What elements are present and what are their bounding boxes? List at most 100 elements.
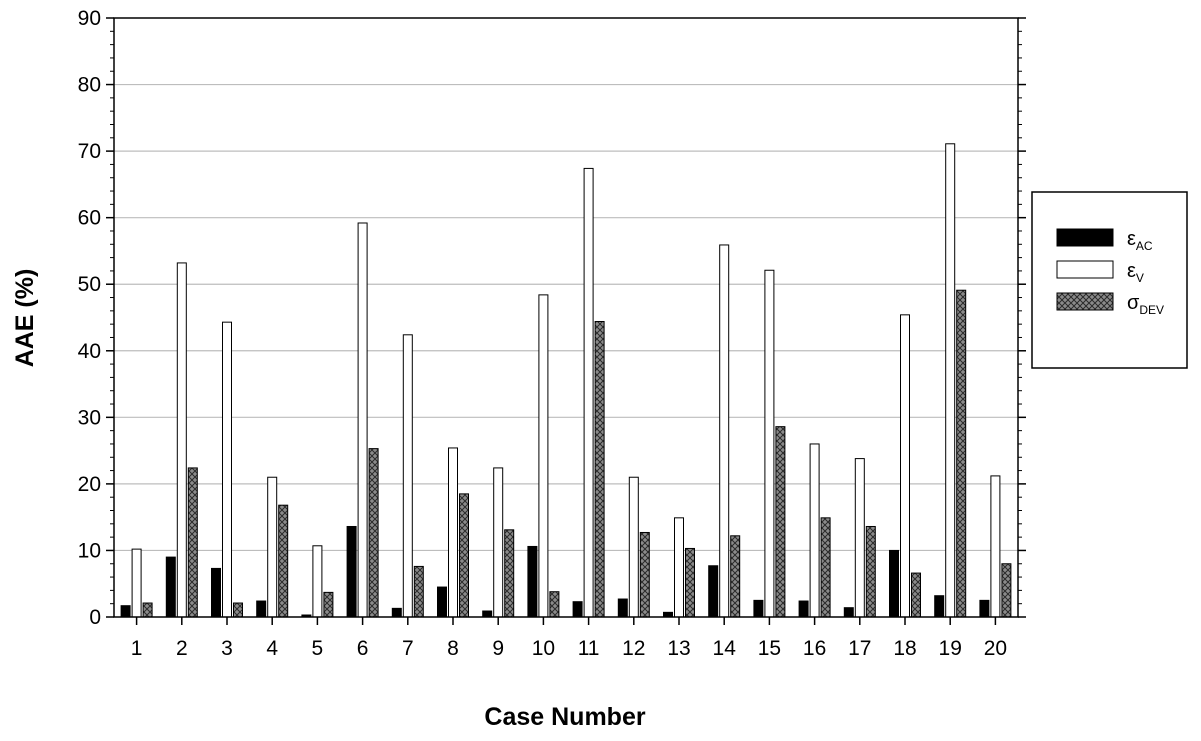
bar-solid-black-case-14	[708, 565, 719, 618]
bar-solid-black-case-8	[437, 586, 447, 618]
legend-swatch-crosshatch-gray	[1056, 292, 1114, 311]
x-tick-label: 11	[578, 637, 600, 660]
bar-solid-black-case-15	[753, 599, 764, 618]
legend-label: εV	[1127, 260, 1144, 285]
legend-symbol: ε	[1127, 260, 1136, 282]
axes	[106, 17, 1026, 625]
y-tick-label: 0	[89, 606, 101, 629]
x-tick-label: 1	[131, 637, 143, 660]
x-tick-label: 7	[402, 637, 414, 660]
y-tick-label: 30	[78, 406, 101, 429]
bar-white-case-2	[176, 262, 187, 618]
legend-box	[1031, 191, 1188, 369]
bar-white-case-1	[131, 548, 142, 618]
bar-white-case-16	[809, 443, 820, 618]
y-tick-label: 50	[78, 273, 101, 296]
bar-white-case-12	[628, 476, 639, 618]
legend-symbol: ε	[1127, 228, 1136, 250]
bar-crosshatch-gray-case-9	[504, 529, 515, 618]
bar-solid-black-case-4	[256, 600, 267, 618]
bar-crosshatch-gray-case-13	[685, 547, 695, 618]
legend-subscript: AC	[1136, 239, 1153, 253]
x-tick-label: 5	[312, 637, 324, 660]
bar-white-case-11	[583, 167, 594, 618]
x-tick-label: 6	[357, 637, 369, 660]
bar-white-case-14	[719, 244, 730, 618]
bar-white-case-8	[448, 447, 458, 618]
legend-subscript: V	[1136, 271, 1144, 285]
bar-solid-black-case-11	[572, 601, 583, 618]
x-tick-label: 15	[758, 637, 781, 660]
bars-group	[120, 143, 1012, 618]
bar-solid-black-case-17	[843, 607, 854, 618]
bar-white-case-7	[402, 334, 413, 618]
y-tick-label: 70	[78, 140, 101, 163]
x-tick-label: 10	[532, 637, 555, 660]
bar-solid-black-case-18	[889, 549, 899, 618]
x-tick-label: 8	[447, 637, 459, 660]
bar-crosshatch-gray-case-11	[594, 320, 605, 618]
bar-white-case-13	[674, 517, 684, 618]
x-tick-label: 14	[713, 637, 737, 660]
bar-solid-black-case-20	[979, 599, 990, 618]
x-tick-label: 16	[803, 637, 826, 660]
bar-solid-black-case-16	[798, 600, 809, 618]
bar-white-case-9	[493, 467, 504, 618]
bar-crosshatch-gray-case-16	[820, 517, 831, 618]
bar-solid-black-case-3	[211, 567, 221, 618]
bar-crosshatch-gray-case-3	[233, 602, 243, 618]
bar-white-case-6	[357, 222, 368, 618]
x-tick-label: 12	[622, 637, 645, 660]
bar-white-case-17	[854, 458, 865, 618]
y-tick-label: 10	[78, 539, 101, 562]
legend-subscript: DEV	[1139, 303, 1164, 317]
bar-crosshatch-gray-case-4	[278, 504, 289, 618]
bar-crosshatch-gray-case-10	[549, 591, 560, 618]
bar-crosshatch-gray-case-8	[459, 493, 469, 618]
bar-solid-black-case-2	[165, 556, 176, 618]
bar-solid-black-case-12	[617, 598, 628, 618]
y-tick-label: 80	[78, 74, 101, 97]
bar-solid-black-case-9	[482, 610, 493, 618]
bar-white-case-19	[945, 143, 956, 618]
bar-crosshatch-gray-case-15	[775, 426, 786, 618]
bar-solid-black-case-1	[120, 605, 131, 618]
bar-white-case-18	[900, 314, 910, 618]
plot-frame	[113, 17, 1019, 618]
x-tick-label: 17	[848, 637, 871, 660]
y-tick-label: 90	[78, 7, 101, 30]
x-tick-label: 13	[667, 637, 690, 660]
bar-white-case-5	[312, 545, 323, 618]
bar-solid-black-case-19	[934, 595, 945, 618]
legend-swatch-solid-black	[1056, 228, 1114, 247]
bar-white-case-15	[764, 269, 775, 618]
x-tick-label: 2	[176, 637, 188, 660]
bar-solid-black-case-7	[391, 607, 402, 618]
bar-crosshatch-gray-case-12	[639, 531, 650, 618]
grid-lines	[114, 83, 1018, 552]
legend-swatch-white	[1056, 260, 1114, 279]
bar-solid-black-case-10	[527, 545, 538, 618]
y-tick-label: 20	[78, 473, 101, 496]
x-tick-label: 9	[492, 637, 504, 660]
y-tick-label: 60	[78, 207, 101, 230]
bar-crosshatch-gray-case-7	[413, 565, 424, 618]
bar-white-case-20	[990, 475, 1001, 618]
bar-crosshatch-gray-case-5	[323, 591, 334, 618]
bar-white-case-3	[222, 321, 232, 618]
x-tick-label: 19	[939, 637, 962, 660]
bar-crosshatch-gray-case-18	[911, 572, 921, 618]
x-axis-title: Case Number	[484, 703, 645, 731]
bar-crosshatch-gray-case-2	[187, 467, 198, 618]
bar-white-case-10	[538, 294, 549, 618]
bar-crosshatch-gray-case-1	[142, 602, 153, 618]
y-tick-label: 40	[78, 340, 101, 363]
bar-crosshatch-gray-case-6	[368, 448, 379, 618]
bar-crosshatch-gray-case-14	[730, 535, 741, 618]
y-axis-title: AAE (%)	[11, 269, 39, 368]
bar-white-case-4	[267, 476, 278, 618]
bar-crosshatch-gray-case-17	[865, 525, 876, 618]
